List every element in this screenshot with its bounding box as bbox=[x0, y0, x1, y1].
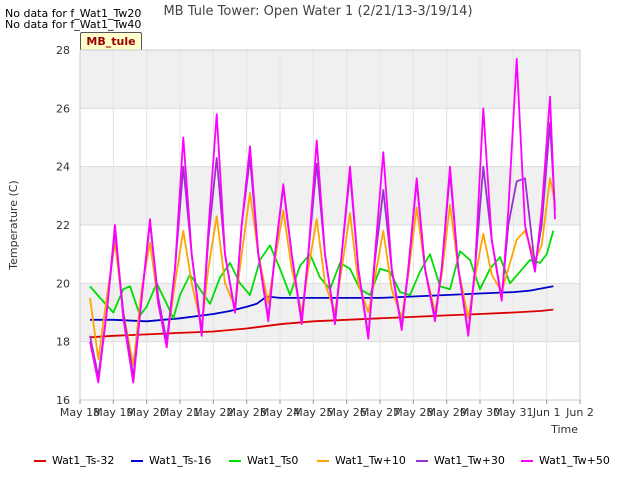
legend-swatch bbox=[521, 460, 533, 462]
x-tick-label: May 30 bbox=[460, 406, 500, 419]
legend-label: Wat1_Tw+10 bbox=[335, 454, 406, 467]
x-tick-label: May 24 bbox=[260, 406, 300, 419]
x-tick-label: May 18 bbox=[60, 406, 100, 419]
series-lines bbox=[89, 57, 556, 384]
legend-label: Wat1_Tw+50 bbox=[539, 454, 610, 467]
legend-label: Wat1_Ts-16 bbox=[149, 454, 212, 467]
x-tick-label: May 31 bbox=[493, 406, 533, 419]
y-tick-label: 28 bbox=[56, 44, 70, 57]
x-tick-label: May 25 bbox=[293, 406, 333, 419]
x-tick-label: May 28 bbox=[393, 406, 433, 419]
background-band bbox=[80, 341, 580, 400]
no-data-note-tw20: No data for f_Wat1_Tw20 bbox=[5, 7, 142, 20]
x-tick-label: Jun 1 bbox=[532, 406, 561, 419]
x-tick-label: May 21 bbox=[160, 406, 200, 419]
y-tick-label: 24 bbox=[56, 161, 70, 174]
x-tick-label: May 29 bbox=[427, 406, 467, 419]
y-tick-label: 26 bbox=[56, 102, 70, 115]
legend-swatch bbox=[416, 460, 428, 462]
x-tick-label: May 27 bbox=[360, 406, 400, 419]
legend-label: Wat1_Tw+30 bbox=[434, 454, 505, 467]
legend-item: Wat1_Tw+30 bbox=[416, 454, 505, 467]
x-tick-label: May 26 bbox=[327, 406, 367, 419]
chart-title: MB Tule Tower: Open Water 1 (2/21/13-3/1… bbox=[163, 4, 472, 19]
legend-label: Wat1_Ts0 bbox=[247, 454, 299, 467]
x-axis-label: Time bbox=[550, 423, 578, 436]
background-band bbox=[80, 108, 580, 167]
x-tick-label: May 22 bbox=[193, 406, 233, 419]
legend-swatch bbox=[34, 460, 46, 462]
legend-swatch bbox=[317, 460, 329, 462]
legend-swatch bbox=[229, 460, 241, 462]
legend-item: Wat1_Ts-16 bbox=[131, 454, 211, 467]
y-tick-label: 18 bbox=[56, 336, 70, 349]
x-tick-label: Jun 2 bbox=[565, 406, 594, 419]
legend-label: Wat1_Ts-32 bbox=[52, 454, 115, 467]
background-band bbox=[80, 50, 580, 109]
legend-item: Wat1_Ts-32 bbox=[34, 454, 114, 467]
y-tick-label: 20 bbox=[56, 277, 70, 290]
legend: Wat1_Ts-32 Wat1_Ts-16 Wat1_Ts0 Wat1_Tw+10 Wa… bbox=[0, 454, 640, 470]
no-data-note-tw40: No data for f_Wat1_Tw40 bbox=[5, 18, 142, 31]
y-axis: 16 18 20 22 24 26 28 bbox=[56, 44, 70, 407]
plot-area bbox=[79, 49, 581, 401]
series-line-wat1-ts-16 bbox=[90, 285, 554, 323]
x-tick-label: May 23 bbox=[227, 406, 267, 419]
background-band bbox=[80, 166, 580, 225]
x-tick-label: May 19 bbox=[93, 406, 133, 419]
series-line-wat1-tw-50 bbox=[89, 57, 556, 384]
legend-item: Wat1_Tw+10 bbox=[317, 454, 406, 467]
y-tick-label: 16 bbox=[56, 394, 70, 407]
series-line-wat1-ts0 bbox=[89, 230, 555, 320]
y-tick-label: 22 bbox=[56, 219, 70, 232]
y-axis-label: Temperature (C) bbox=[7, 180, 20, 270]
site-badge: MB_tule bbox=[80, 32, 142, 51]
legend-swatch bbox=[131, 460, 143, 462]
x-tick-label: May 20 bbox=[127, 406, 167, 419]
legend-item: Wat1_Ts0 bbox=[229, 454, 298, 467]
legend-item: Wat1_Tw+50 bbox=[521, 454, 610, 467]
